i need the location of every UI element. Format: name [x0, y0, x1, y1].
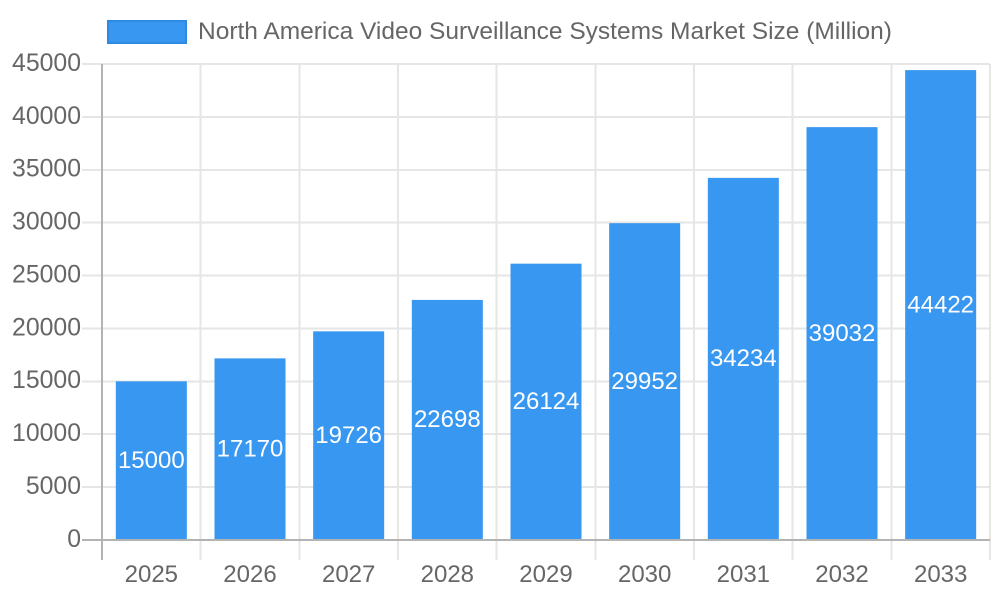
svg-text:2033: 2033 — [914, 561, 967, 588]
svg-text:2027: 2027 — [322, 561, 375, 588]
svg-text:20000: 20000 — [12, 314, 81, 341]
svg-text:2028: 2028 — [421, 561, 474, 588]
svg-text:2030: 2030 — [618, 561, 671, 588]
svg-text:34234: 34234 — [710, 345, 777, 372]
svg-text:0: 0 — [67, 526, 81, 553]
svg-text:2032: 2032 — [815, 561, 868, 588]
svg-text:29952: 29952 — [611, 368, 678, 395]
svg-text:44422: 44422 — [907, 291, 974, 318]
svg-text:10000: 10000 — [12, 420, 81, 447]
svg-text:22698: 22698 — [414, 406, 481, 433]
svg-text:39032: 39032 — [809, 320, 876, 347]
svg-text:17170: 17170 — [217, 435, 284, 462]
svg-text:30000: 30000 — [12, 209, 81, 236]
svg-text:2031: 2031 — [717, 561, 770, 588]
svg-text:2026: 2026 — [223, 561, 276, 588]
svg-text:40000: 40000 — [12, 103, 81, 130]
svg-text:45000: 45000 — [12, 50, 81, 77]
svg-text:25000: 25000 — [12, 262, 81, 289]
svg-text:19726: 19726 — [315, 422, 382, 449]
svg-text:35000: 35000 — [12, 156, 81, 183]
svg-text:2025: 2025 — [125, 561, 178, 588]
svg-text:2029: 2029 — [519, 561, 572, 588]
svg-text:North America Video Surveillan: North America Video Surveillance Systems… — [198, 18, 892, 45]
svg-text:26124: 26124 — [513, 388, 580, 415]
svg-text:15000: 15000 — [12, 367, 81, 394]
svg-text:15000: 15000 — [118, 447, 185, 474]
svg-text:5000: 5000 — [26, 473, 81, 500]
